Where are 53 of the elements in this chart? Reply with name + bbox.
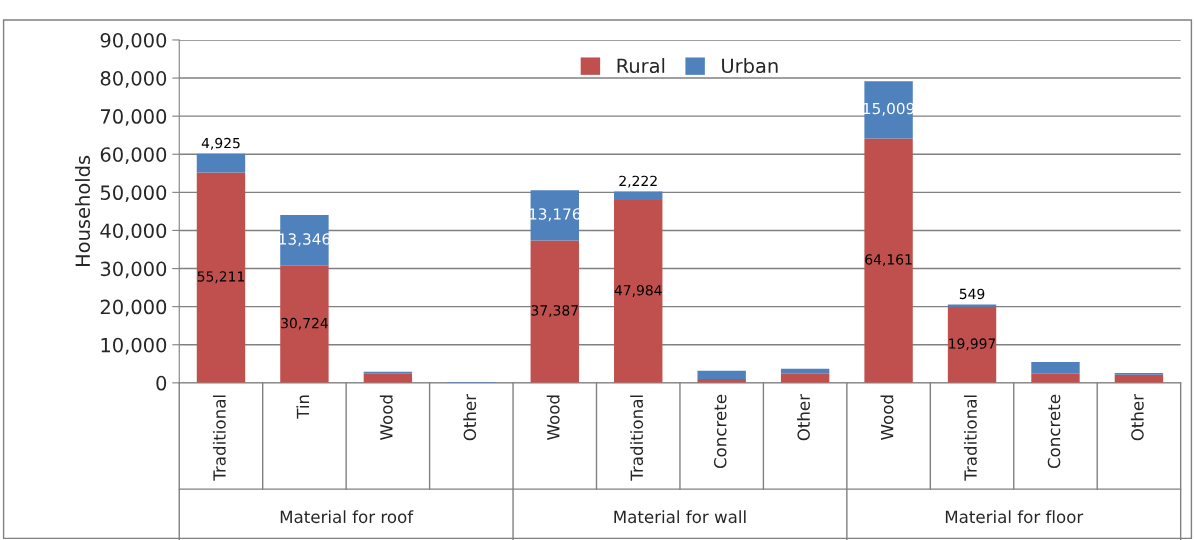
data-label: 549 bbox=[959, 288, 985, 300]
y-tick-label: 40,000 bbox=[100, 223, 167, 241]
bar bbox=[614, 191, 663, 201]
y-tick-label: 10,000 bbox=[101, 337, 167, 355]
data-label: 4,925 bbox=[201, 137, 240, 150]
x-tick-label: Other bbox=[463, 393, 477, 441]
x-tick-label: Other bbox=[797, 393, 810, 441]
bar bbox=[697, 370, 746, 380]
x-tick-label: Wood bbox=[379, 395, 393, 440]
x-tick-label: Wood bbox=[880, 395, 894, 440]
y-tick-label: 0 bbox=[156, 375, 167, 391]
x-tick-label: Wood bbox=[546, 395, 560, 440]
data-label: 13,346 bbox=[279, 233, 331, 247]
bar bbox=[196, 153, 246, 173]
x-tick-label: Traditional bbox=[212, 395, 226, 481]
text: Material for roof bbox=[280, 510, 414, 524]
y-tick-label: 90,000 bbox=[100, 32, 167, 50]
x-tick-label: Concrete bbox=[713, 394, 727, 469]
y-tick-label: 60,000 bbox=[100, 147, 167, 164]
bar bbox=[280, 265, 329, 383]
bar bbox=[947, 304, 997, 307]
legend-label: Rural bbox=[617, 58, 665, 74]
y-tick-label: 80,000 bbox=[100, 71, 167, 88]
x-tick-label: Other bbox=[1130, 393, 1144, 441]
data-label: 30,724 bbox=[281, 317, 328, 330]
bar bbox=[864, 81, 913, 139]
data-label: 55,211 bbox=[197, 271, 244, 284]
text: Material for wall bbox=[614, 510, 746, 524]
data-label: 2,222 bbox=[619, 175, 657, 188]
data-label: 19,997 bbox=[949, 338, 996, 351]
bar bbox=[196, 172, 246, 383]
bar bbox=[780, 368, 830, 374]
y-tick-label: 70,000 bbox=[101, 109, 167, 126]
data-label: 15,009 bbox=[863, 102, 915, 116]
bar bbox=[614, 200, 663, 383]
data-label: 47,984 bbox=[614, 284, 662, 297]
legend-label: Urban bbox=[722, 58, 778, 74]
y-tick-label: 30,000 bbox=[100, 261, 167, 279]
bar bbox=[530, 240, 579, 383]
x-tick-label: Tin bbox=[296, 395, 310, 419]
text: Material for floor bbox=[945, 510, 1084, 524]
y-tick-label: 20,000 bbox=[100, 299, 167, 317]
x-tick-label: Concrete bbox=[1047, 394, 1061, 469]
data-label: 64,161 bbox=[865, 254, 912, 267]
bar bbox=[864, 138, 913, 383]
y-axis-title: Households bbox=[75, 155, 91, 267]
bar bbox=[1031, 361, 1080, 374]
x-tick-label: Traditional bbox=[630, 395, 644, 481]
bar bbox=[280, 214, 329, 266]
data-label: 37,387 bbox=[531, 305, 578, 318]
bar bbox=[947, 306, 997, 383]
x-tick-label: Traditional bbox=[963, 395, 977, 481]
y-tick-label: 50,000 bbox=[100, 185, 167, 203]
